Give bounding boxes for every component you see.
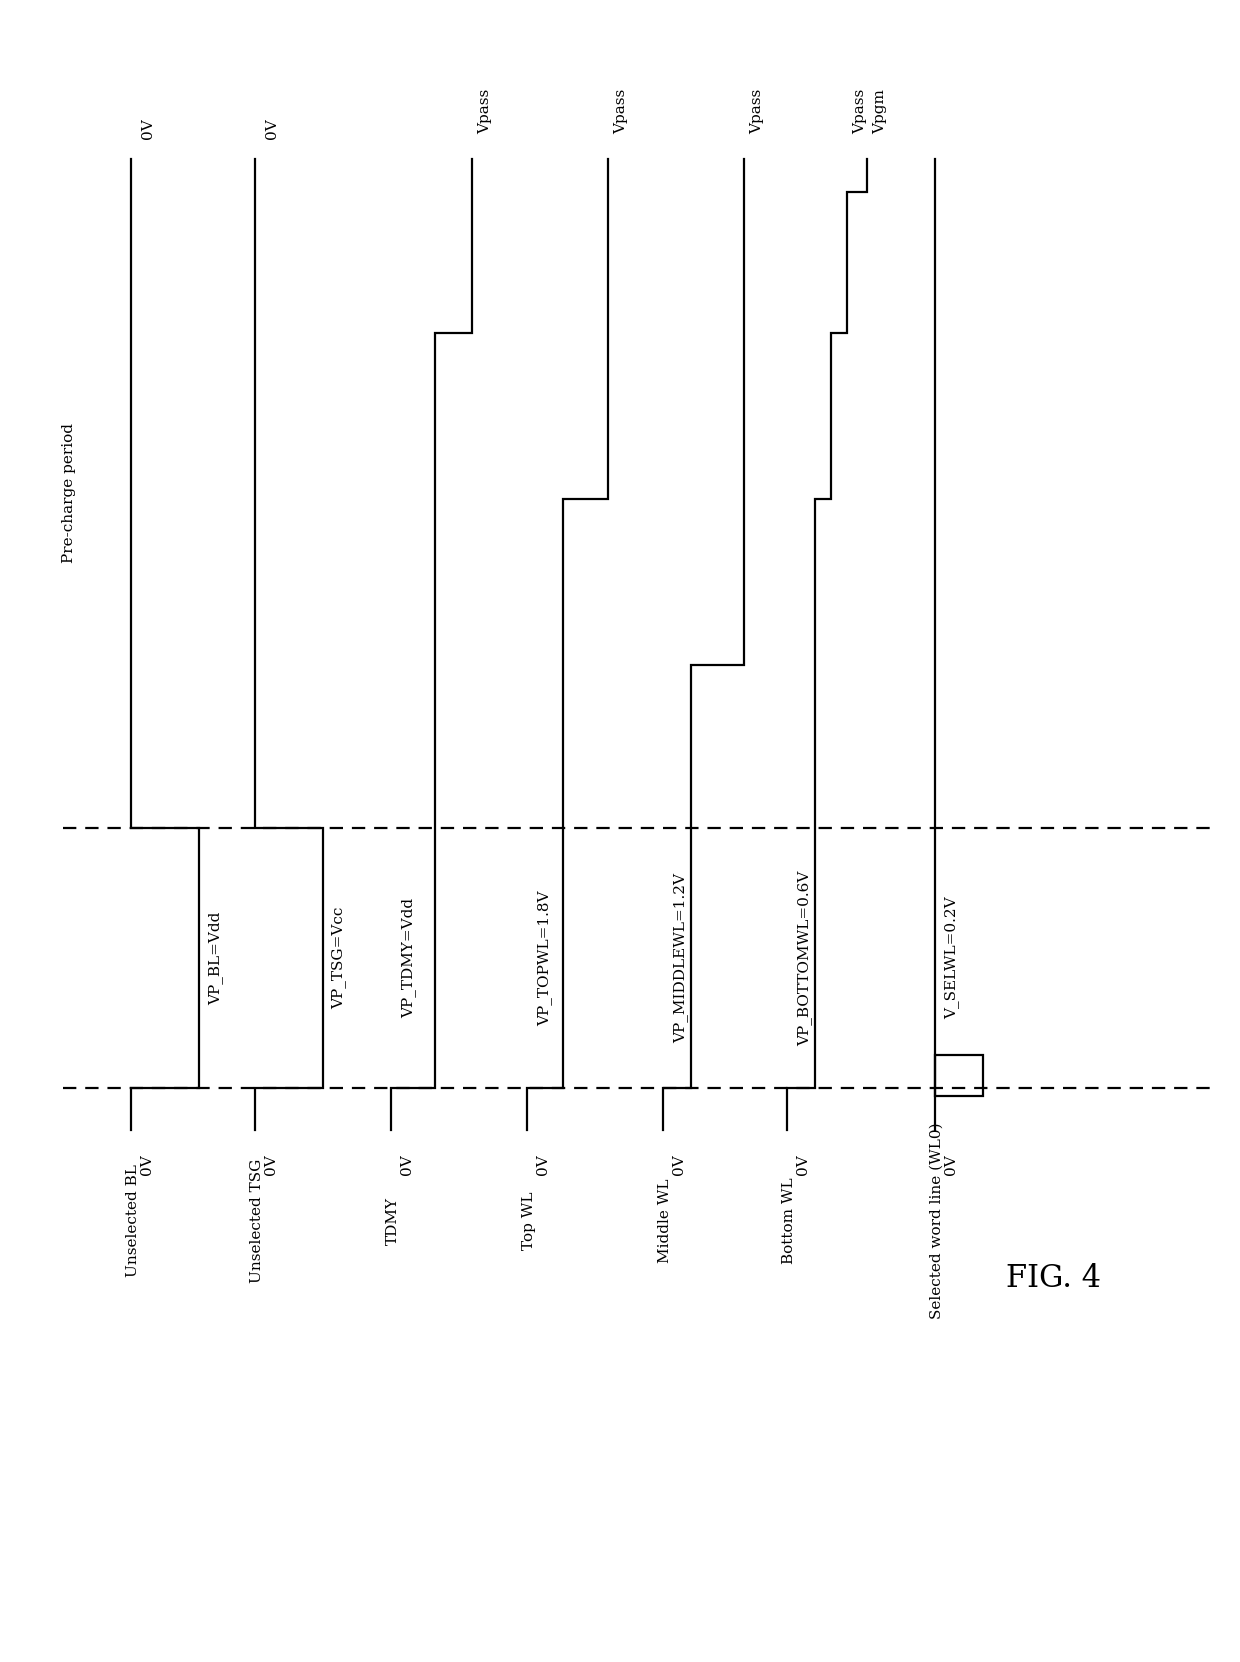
Text: TDMY: TDMY <box>386 1197 399 1245</box>
Text: Vpass: Vpass <box>614 88 627 135</box>
Text: VP_BL=Vdd: VP_BL=Vdd <box>208 911 223 1004</box>
Text: VP_TSG=Vcc: VP_TSG=Vcc <box>332 907 347 1009</box>
Text: Selected word line (WL0): Selected word line (WL0) <box>930 1122 944 1320</box>
Text: 0V: 0V <box>264 1155 278 1175</box>
Text: 0V: 0V <box>140 1155 154 1175</box>
Text: Vpgm: Vpgm <box>874 90 888 135</box>
Text: Vpass: Vpass <box>853 88 868 135</box>
Text: 0V: 0V <box>944 1155 959 1175</box>
Text: Vpass: Vpass <box>750 88 764 135</box>
Text: Top WL: Top WL <box>522 1192 536 1250</box>
Text: Middle WL: Middle WL <box>658 1178 672 1263</box>
Text: 0V: 0V <box>265 118 279 140</box>
Text: Unselected BL: Unselected BL <box>126 1165 140 1278</box>
Text: V_SELWL=0.2V: V_SELWL=0.2V <box>944 896 959 1019</box>
Text: VP_BOTTOMWL=0.6V: VP_BOTTOMWL=0.6V <box>797 871 812 1045</box>
Text: 0V: 0V <box>399 1155 414 1175</box>
Text: VP_TDMY=Vdd: VP_TDMY=Vdd <box>402 897 417 1019</box>
Text: Unselected TSG: Unselected TSG <box>249 1158 264 1283</box>
Text: 0V: 0V <box>536 1155 549 1175</box>
Text: FIG. 4: FIG. 4 <box>1006 1263 1101 1295</box>
Text: 0V: 0V <box>796 1155 810 1175</box>
Text: VP_TOPWL=1.8V: VP_TOPWL=1.8V <box>537 891 552 1025</box>
Text: 0V: 0V <box>672 1155 686 1175</box>
Text: VP_MIDDLEWL=1.2V: VP_MIDDLEWL=1.2V <box>673 873 688 1044</box>
Text: Pre-charge period: Pre-charge period <box>62 424 77 563</box>
Text: Vpass: Vpass <box>477 88 492 135</box>
Text: 0V: 0V <box>141 118 155 140</box>
Text: Bottom WL: Bottom WL <box>781 1178 796 1265</box>
